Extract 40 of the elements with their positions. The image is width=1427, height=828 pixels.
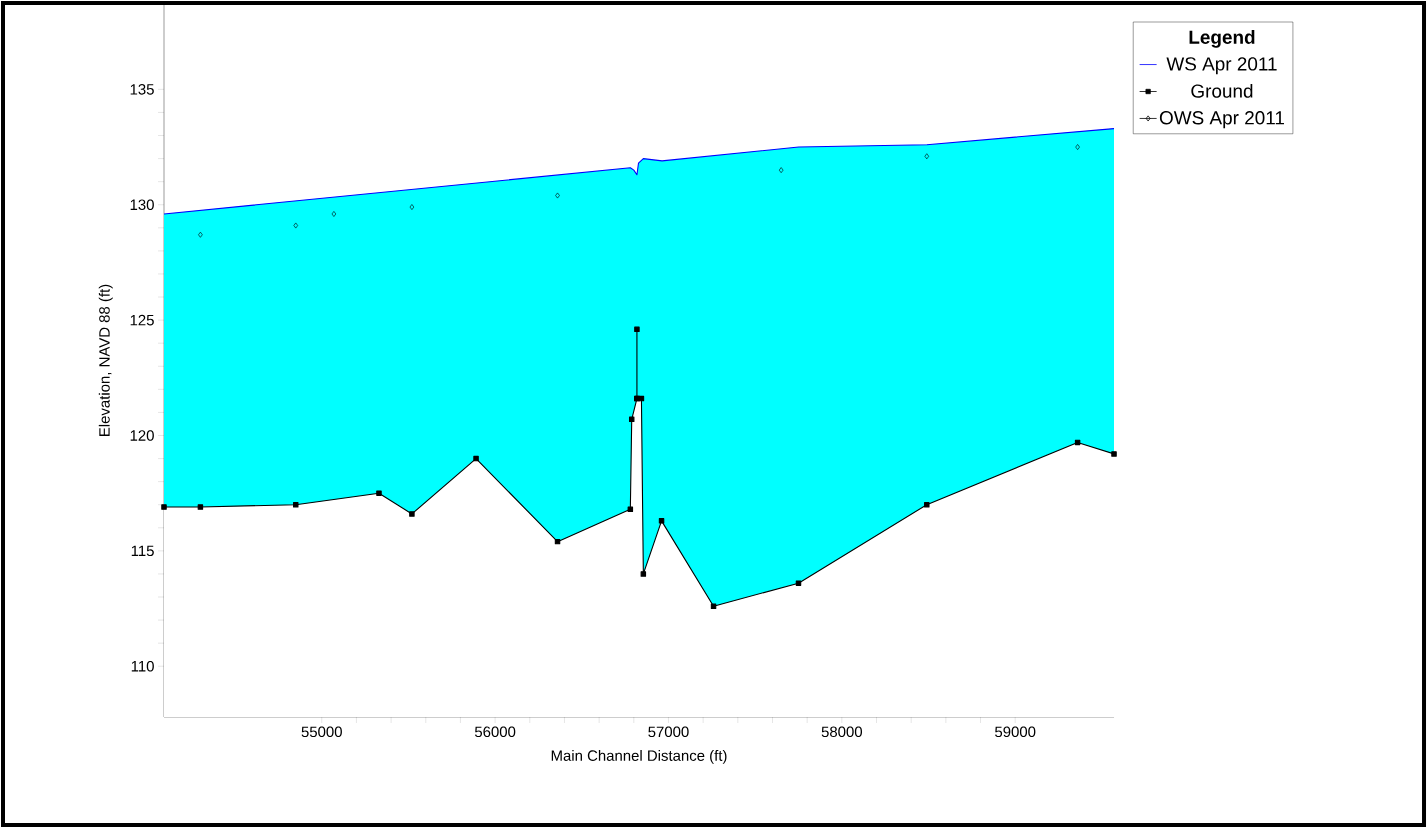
point [778, 167, 784, 174]
x-tick-label: 58000 [821, 726, 863, 738]
x-tick-label: 59000 [995, 726, 1036, 738]
point [627, 506, 634, 513]
point [628, 416, 635, 423]
point [1111, 451, 1117, 457]
point [293, 501, 299, 508]
point [658, 518, 665, 524]
point [1075, 144, 1080, 150]
point [161, 504, 167, 510]
x-tick-label: 56000 [474, 726, 516, 738]
legend-title: Legend [1189, 30, 1255, 48]
point [409, 511, 415, 517]
y-tick-label: 125 [130, 314, 154, 326]
point [924, 501, 930, 508]
point [640, 571, 647, 577]
point [376, 490, 382, 496]
point [924, 153, 930, 160]
point [710, 603, 717, 609]
point [795, 580, 802, 586]
point [555, 192, 560, 199]
point [197, 504, 204, 510]
x-axis-title: Main Channel Distance (ft) [551, 749, 727, 764]
legend-label: Ground [1191, 83, 1253, 98]
point [634, 326, 640, 333]
point [409, 204, 415, 210]
y-tick-label: 135 [130, 84, 154, 95]
x-tick-label: 57000 [648, 726, 689, 738]
x-tick-label: 55000 [301, 726, 342, 738]
y-tick-label: 120 [130, 430, 154, 441]
legend-label: WS Apr 2011 [1166, 57, 1277, 75]
y-tick-label: 130 [130, 199, 154, 211]
point [198, 231, 203, 238]
point [293, 222, 298, 229]
legend-label: OWS Apr 2011 [1159, 111, 1284, 129]
y-tick-label: 110 [131, 660, 154, 672]
point [473, 455, 479, 462]
y-axis-title: Elevation, NAVD 88 (ft) [98, 284, 113, 436]
point [331, 211, 337, 217]
y-tick-label: 115 [131, 545, 154, 557]
